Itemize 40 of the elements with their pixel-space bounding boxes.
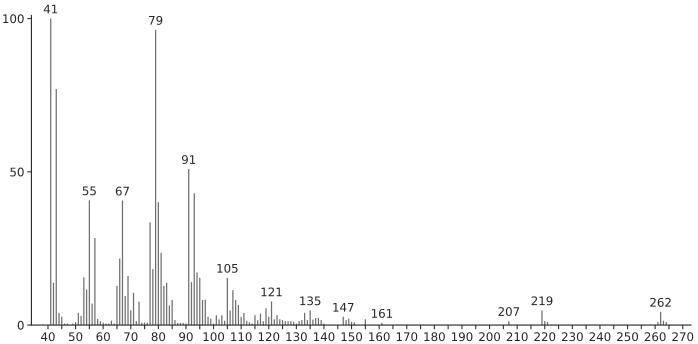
x-tick-label: 150 — [342, 332, 362, 342]
annotation: 207 — [498, 307, 520, 316]
x-tick-label: 80 — [152, 332, 166, 342]
x-tick-label: 100 — [204, 332, 224, 342]
x-tick-label: 40 — [41, 332, 55, 342]
annotation: 147 — [333, 302, 354, 312]
x-tick-label: 250 — [617, 332, 638, 342]
annotation: 55 — [82, 186, 96, 196]
annotation: 79 — [149, 16, 162, 25]
annotation: 161 — [372, 308, 392, 318]
x-tick-label: 260 — [644, 332, 666, 342]
x-tick-label: 60 — [96, 332, 110, 342]
annotation: 67 — [116, 186, 129, 196]
x-tick-label: 270 — [672, 332, 694, 342]
x-tick-label: 130 — [286, 332, 307, 342]
x-tick-label: 50 — [68, 332, 82, 342]
x-tick-label: 210 — [506, 332, 528, 342]
annotation: 91 — [182, 155, 196, 164]
x-tick-label: 180 — [424, 332, 445, 342]
x-tick-label: 160 — [369, 332, 390, 342]
x-tick-label: 110 — [231, 332, 252, 342]
x-tick-label: 90 — [179, 332, 193, 342]
annotation: 105 — [217, 264, 238, 273]
annotation: 262 — [650, 298, 671, 307]
x-tick-label: 120 — [258, 332, 280, 342]
x-tick-label: 170 — [396, 332, 418, 342]
x-tick-label: 190 — [452, 332, 472, 342]
x-tick-label: 140 — [314, 332, 334, 342]
annotation: 41 — [44, 4, 58, 14]
x-tick-label: 70 — [124, 332, 138, 342]
y-tick-label: 50 — [10, 168, 24, 176]
x-tick-label: 220 — [534, 332, 556, 342]
x-tick-label: 230 — [562, 332, 583, 342]
x-tick-label: 240 — [590, 332, 610, 342]
annotation: 219 — [532, 296, 552, 306]
annotation: 135 — [300, 296, 320, 306]
annotation: 121 — [262, 287, 282, 296]
y-tick-label: 100 — [3, 14, 24, 24]
y-tick-label: 0 — [18, 320, 24, 330]
x-tick-label: 200 — [479, 332, 500, 342]
